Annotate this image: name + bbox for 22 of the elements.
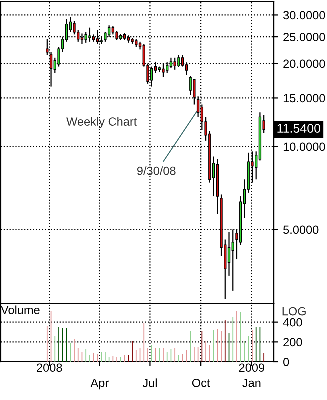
y-tick-label: 10.0000 [284,142,326,152]
x-tick-label: Jul [142,378,157,388]
candlestick [189,76,192,96]
y-tick-label: 5.0000 [284,226,319,234]
y-tick-label: 400 [283,318,302,327]
candlestick [88,27,92,42]
y-tick-label: 15.0000 [284,94,326,103]
chart-title: Volume [1,306,40,314]
text: 2008 [37,364,62,372]
x-tick-label: Jan [242,379,261,388]
y-tick-label: 20.0000 [284,60,326,68]
text: 2009 [239,364,264,372]
x-tick-label: Oct [192,378,210,388]
text: LOG [282,307,306,316]
x-tick-label: Apr [90,379,109,390]
y-tick-label: 200 [284,338,302,347]
annotation: Weekly Chart [66,117,138,128]
annotation: 9/30/08 [137,166,176,176]
y-tick-label: 30.0000 [284,11,326,20]
y-tick-label: 25.0000 [284,33,326,42]
y-tick-label: 0 [284,358,290,366]
annotation: 11.5400 [278,124,321,133]
